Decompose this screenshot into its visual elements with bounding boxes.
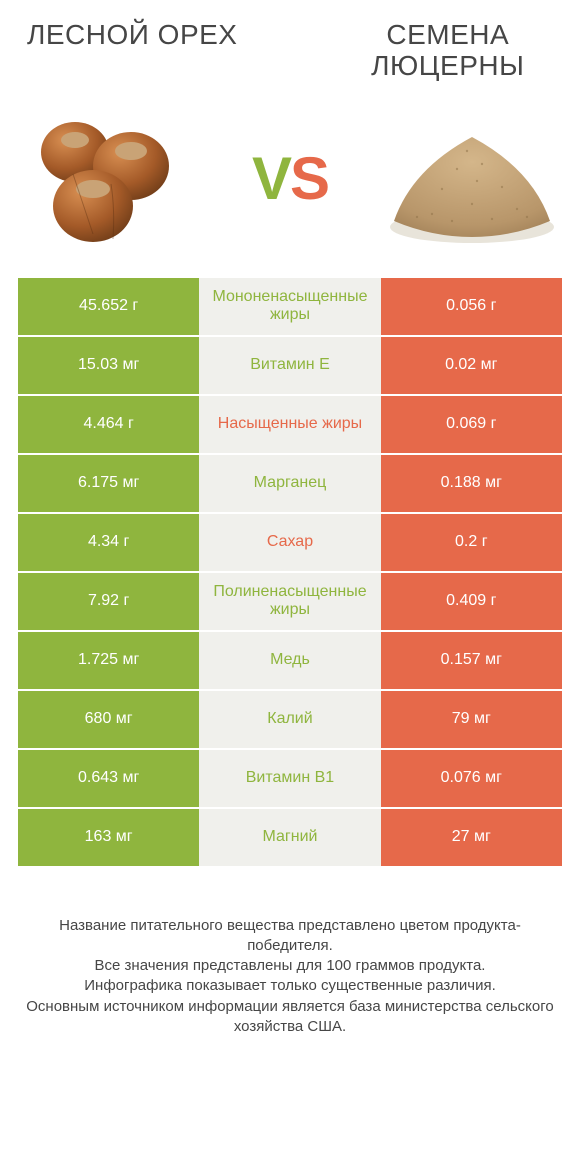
left-value-cell: 4.34 г: [18, 514, 199, 571]
table-row: 680 мгКалий79 мг: [18, 691, 562, 748]
right-value-cell: 0.157 мг: [381, 632, 562, 689]
right-value-cell: 27 мг: [381, 809, 562, 866]
table-row: 4.464 гНасыщенные жиры0.069 г: [18, 396, 562, 453]
table-row: 4.34 гСахар0.2 г: [18, 514, 562, 571]
table-row: 163 мгМагний27 мг: [18, 809, 562, 866]
comparison-table: 45.652 гМононенасыщенные жиры0.056 г15.0…: [18, 278, 562, 868]
footer-line: Основным источником информации является …: [24, 997, 556, 1038]
left-value-cell: 1.725 мг: [18, 632, 199, 689]
right-value-cell: 0.069 г: [381, 396, 562, 453]
right-product-image: [382, 104, 562, 254]
left-value-cell: 4.464 г: [18, 396, 199, 453]
infographic-container: ЛЕСНОЙ ОРЕХ СЕМЕНА ЛЮЦЕРНЫ: [0, 0, 580, 1174]
nutrient-name-cell: Медь: [199, 632, 380, 689]
hazelnut-icon: [23, 104, 193, 254]
table-row: 15.03 мгВитамин E0.02 мг: [18, 337, 562, 394]
vs-v: V: [252, 145, 290, 212]
left-value-cell: 45.652 г: [18, 278, 199, 335]
left-value-cell: 680 мг: [18, 691, 199, 748]
vs-s: S: [290, 145, 328, 212]
images-row: VS: [18, 104, 562, 254]
header: ЛЕСНОЙ ОРЕХ СЕМЕНА ЛЮЦЕРНЫ: [18, 20, 562, 82]
left-product-title: ЛЕСНОЙ ОРЕХ: [18, 20, 246, 51]
right-value-cell: 0.02 мг: [381, 337, 562, 394]
seeds-pile-icon: [382, 109, 562, 249]
footer-line: Название питательного вещества представл…: [24, 916, 556, 957]
nutrient-name-cell: Полиненасыщенные жиры: [199, 573, 380, 630]
nutrient-name-cell: Мононенасыщенные жиры: [199, 278, 380, 335]
footer-line: Инфографика показывает только существенн…: [24, 976, 556, 996]
vs-label: VS: [252, 144, 328, 213]
table-row: 0.643 мгВитамин B10.076 мг: [18, 750, 562, 807]
right-value-cell: 0.2 г: [381, 514, 562, 571]
left-product-image: [18, 104, 198, 254]
left-value-cell: 7.92 г: [18, 573, 199, 630]
nutrient-name-cell: Витамин B1: [199, 750, 380, 807]
table-row: 1.725 мгМедь0.157 мг: [18, 632, 562, 689]
left-value-cell: 163 мг: [18, 809, 199, 866]
right-value-cell: 0.056 г: [381, 278, 562, 335]
table-row: 6.175 мгМарганец0.188 мг: [18, 455, 562, 512]
right-product-title: СЕМЕНА ЛЮЦЕРНЫ: [334, 20, 562, 82]
nutrient-name-cell: Насыщенные жиры: [199, 396, 380, 453]
right-value-cell: 0.076 мг: [381, 750, 562, 807]
nutrient-name-cell: Сахар: [199, 514, 380, 571]
table-row: 7.92 гПолиненасыщенные жиры0.409 г: [18, 573, 562, 630]
nutrient-name-cell: Калий: [199, 691, 380, 748]
table-row: 45.652 гМононенасыщенные жиры0.056 г: [18, 278, 562, 335]
footer-notes: Название питательного вещества представл…: [18, 916, 562, 1038]
left-value-cell: 6.175 мг: [18, 455, 199, 512]
left-value-cell: 0.643 мг: [18, 750, 199, 807]
footer-line: Все значения представлены для 100 граммо…: [24, 956, 556, 976]
nutrient-name-cell: Витамин E: [199, 337, 380, 394]
nutrient-name-cell: Марганец: [199, 455, 380, 512]
right-value-cell: 0.409 г: [381, 573, 562, 630]
right-value-cell: 0.188 мг: [381, 455, 562, 512]
right-value-cell: 79 мг: [381, 691, 562, 748]
nutrient-name-cell: Магний: [199, 809, 380, 866]
left-value-cell: 15.03 мг: [18, 337, 199, 394]
